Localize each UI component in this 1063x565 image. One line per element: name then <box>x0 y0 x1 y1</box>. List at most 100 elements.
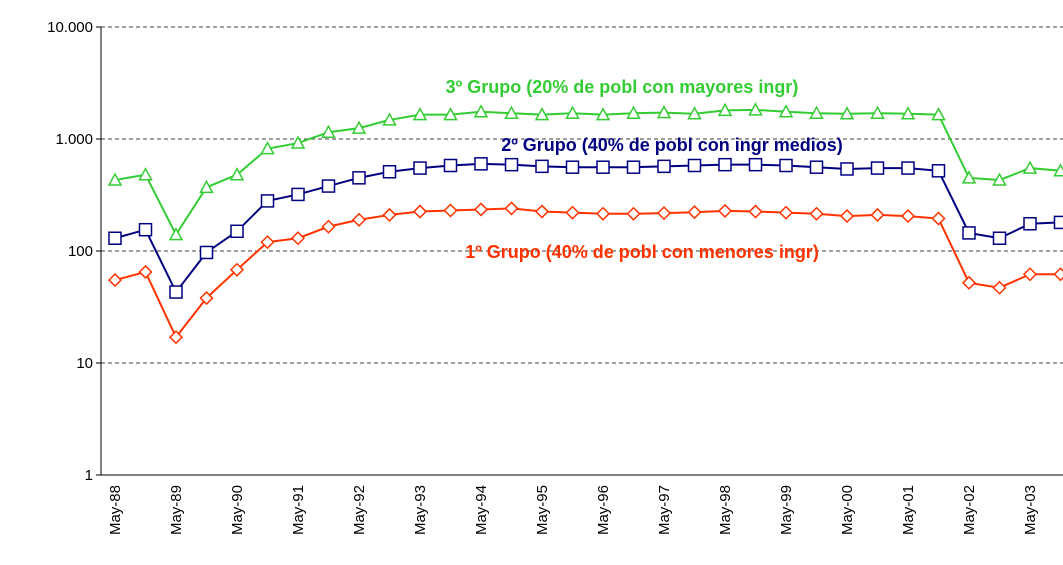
series-line <box>114 162 1061 294</box>
marker <box>260 194 275 208</box>
y-tick-label: 1 <box>85 467 93 484</box>
marker <box>961 275 977 290</box>
marker <box>168 227 184 241</box>
x-tick-label: May-99 <box>778 485 795 535</box>
marker <box>779 158 793 173</box>
marker <box>809 160 824 174</box>
x-tick-label: May-93 <box>412 485 429 535</box>
marker <box>230 224 244 239</box>
marker <box>504 105 519 119</box>
x-tick-label: May-97 <box>656 485 673 535</box>
marker <box>961 170 977 184</box>
marker <box>229 167 245 181</box>
marker <box>992 231 1007 245</box>
marker <box>1053 267 1063 282</box>
x-tick-label: May-90 <box>229 485 246 535</box>
marker <box>900 209 916 224</box>
series-line <box>114 108 1061 237</box>
marker <box>626 160 641 174</box>
x-tick-label: May-88 <box>107 485 124 535</box>
marker <box>199 179 214 194</box>
marker <box>107 172 123 186</box>
marker <box>168 330 184 345</box>
marker <box>1022 267 1038 282</box>
marker <box>778 205 794 220</box>
marker <box>870 105 885 119</box>
marker <box>870 161 885 175</box>
marker <box>992 280 1007 295</box>
x-tick-label: May-89 <box>168 485 185 535</box>
marker <box>412 204 428 219</box>
marker <box>809 206 824 221</box>
x-tick-label: May-92 <box>351 485 368 535</box>
y-tick-label: 10 <box>76 355 93 372</box>
marker <box>291 187 305 202</box>
x-tick-label: May-01 <box>900 485 917 535</box>
marker <box>351 120 367 134</box>
marker <box>656 206 672 221</box>
marker <box>504 157 519 172</box>
x-tick-label: May-03 <box>1022 485 1039 535</box>
marker <box>443 203 458 218</box>
marker <box>199 291 214 306</box>
marker <box>687 158 702 173</box>
marker <box>535 159 549 174</box>
x-tick-label: May-95 <box>534 485 551 535</box>
y-tick-label: 100 <box>68 243 93 260</box>
marker <box>412 107 428 121</box>
marker <box>443 158 458 173</box>
marker <box>687 106 702 120</box>
x-tick-label: May-94 <box>473 485 490 535</box>
marker <box>321 219 336 234</box>
marker <box>1023 217 1037 231</box>
marker <box>260 235 275 250</box>
y-tick-label: 10.000 <box>47 19 93 36</box>
y-tick-label: 1.000 <box>55 131 93 148</box>
marker <box>290 231 306 246</box>
marker <box>870 207 885 222</box>
x-tick-label: May-96 <box>595 485 612 535</box>
marker <box>138 264 153 280</box>
marker <box>992 172 1007 186</box>
marker <box>595 107 611 121</box>
x-tick-label: May-02 <box>961 485 978 535</box>
marker <box>900 106 916 120</box>
marker <box>351 212 367 227</box>
marker <box>778 104 794 118</box>
x-tick-label: May-98 <box>717 485 734 535</box>
marker <box>565 205 580 220</box>
marker <box>443 107 458 121</box>
marker <box>809 105 824 119</box>
series-line <box>114 207 1061 340</box>
x-tick-label: May-91 <box>290 485 307 535</box>
marker <box>473 202 489 217</box>
marker <box>199 245 214 260</box>
marker <box>290 135 306 149</box>
marker <box>901 161 915 175</box>
marker <box>534 107 550 121</box>
series-label: 2º Grupo (40% de pobl con ingr medios) <box>501 135 843 155</box>
marker <box>1053 215 1063 230</box>
marker <box>229 262 245 277</box>
marker <box>138 222 153 237</box>
marker <box>595 206 611 221</box>
marker <box>108 231 122 245</box>
marker <box>839 209 855 224</box>
marker <box>352 171 366 185</box>
marker <box>138 167 153 181</box>
marker <box>534 204 550 219</box>
marker <box>565 160 580 174</box>
marker <box>840 162 854 176</box>
marker <box>107 273 123 288</box>
marker <box>687 205 702 220</box>
marker <box>382 207 397 222</box>
marker <box>962 226 976 240</box>
marker <box>1053 163 1063 177</box>
marker <box>260 141 275 155</box>
marker <box>657 159 671 174</box>
marker <box>931 211 946 226</box>
marker <box>718 157 732 172</box>
x-tick-label: May-00 <box>839 485 856 535</box>
marker <box>596 160 610 174</box>
